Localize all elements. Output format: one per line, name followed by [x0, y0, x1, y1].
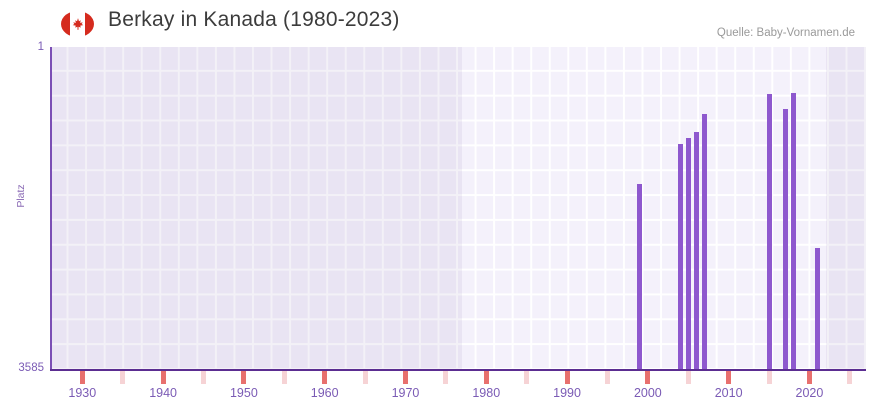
x-axis-label: 1940	[149, 386, 177, 400]
x-tick-major	[564, 371, 570, 384]
bar[interactable]	[815, 247, 821, 370]
x-axis-labels: 1930 1940 1950 1960 1970 1980 1990 2000 2010 2020	[50, 386, 866, 406]
bar[interactable]	[677, 144, 683, 370]
bar[interactable]	[637, 184, 643, 370]
x-axis-label: 1950	[229, 386, 258, 400]
bar-series	[50, 47, 866, 370]
y-axis-line	[50, 47, 52, 370]
x-tick-major	[483, 371, 489, 384]
shaded-band	[825, 47, 866, 370]
x-tick-major	[241, 371, 247, 384]
x-tick-minor	[766, 371, 772, 384]
x-tick-major	[806, 371, 812, 384]
x-tick-minor	[120, 371, 126, 384]
x-tick-minor	[524, 371, 530, 384]
x-tick-minor	[685, 371, 691, 384]
bar[interactable]	[790, 92, 796, 370]
x-axis-label: 1970	[391, 386, 420, 400]
x-tick-major	[160, 371, 166, 384]
canada-flag-icon	[61, 11, 94, 37]
x-tick-minor	[443, 371, 449, 384]
bar[interactable]	[782, 108, 788, 370]
plot-area	[50, 47, 866, 370]
x-tick-minor	[201, 371, 206, 384]
x-axis-label: 1980	[472, 386, 501, 400]
bar[interactable]	[693, 132, 699, 370]
x-axis-label: 1990	[553, 386, 581, 400]
x-axis-ticks	[50, 371, 866, 384]
x-tick-minor	[604, 371, 610, 384]
y-axis-title: Platz	[15, 184, 27, 208]
maple-leaf-icon	[72, 18, 83, 30]
x-axis-line	[50, 369, 866, 371]
x-tick-major	[322, 371, 328, 384]
x-tick-major	[402, 371, 408, 384]
chart-header: Berkay in Kanada (1980-2023) Quelle: Bab…	[0, 0, 873, 47]
bar[interactable]	[685, 138, 691, 370]
page-title: Berkay in Kanada (1980-2023)	[108, 8, 400, 31]
y-axis-label-bottom: 3585	[18, 362, 44, 374]
x-tick-major	[645, 371, 651, 384]
x-tick-minor	[362, 371, 368, 384]
source-attribution: Quelle: Baby-Vornamen.de	[716, 27, 855, 39]
x-axis-label: 1960	[310, 386, 339, 400]
x-axis-label: 1930	[68, 386, 97, 400]
x-axis-label: 2010	[714, 386, 743, 400]
x-tick-minor	[847, 371, 853, 384]
bar[interactable]	[766, 94, 772, 370]
x-tick-minor	[281, 371, 287, 384]
bar[interactable]	[701, 114, 707, 370]
shaded-band	[50, 47, 463, 370]
x-tick-major	[726, 371, 732, 384]
x-axis-label: 2020	[795, 386, 824, 400]
grid-lines	[50, 47, 866, 370]
y-axis-label-top: 1	[37, 41, 44, 53]
x-tick-major	[79, 371, 85, 384]
x-axis-label: 2000	[633, 386, 662, 400]
